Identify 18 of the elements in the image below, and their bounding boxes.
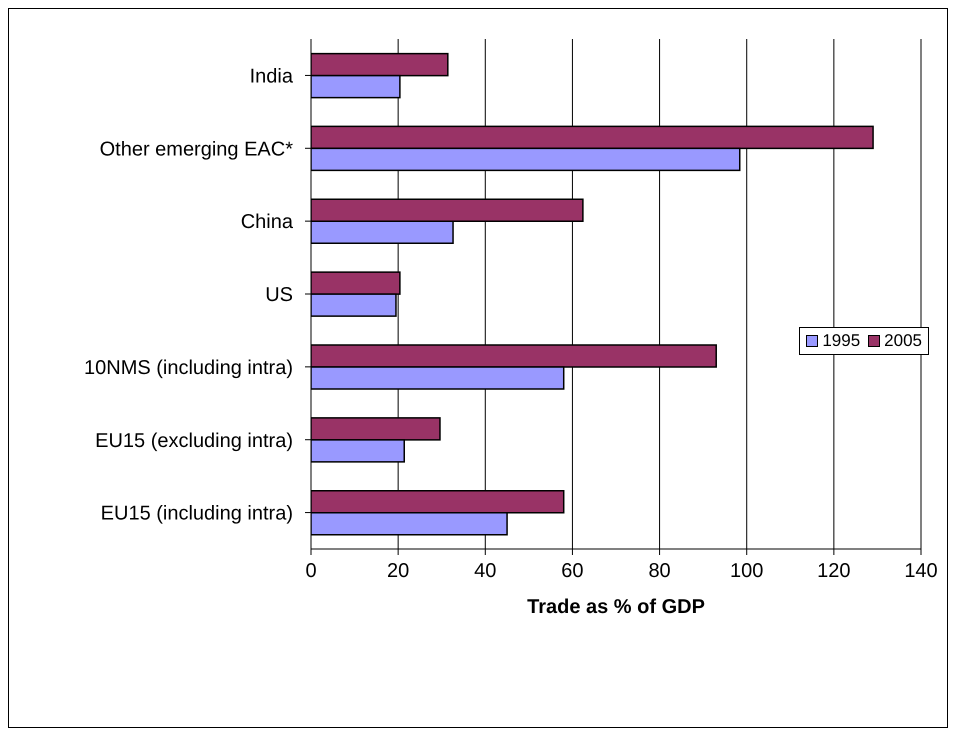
- y-tick-label: US: [265, 284, 293, 306]
- y-tick-label: 10NMS (including intra): [84, 356, 293, 379]
- x-tick-label: 100: [730, 560, 764, 582]
- y-tick-label: EU15 (including intra): [100, 502, 293, 525]
- x-tick-label: 20: [387, 560, 410, 582]
- x-axis-title: Trade as % of GDP: [527, 596, 705, 618]
- legend-label: 1995: [821, 331, 860, 351]
- x-tick-label: 0: [305, 560, 317, 582]
- x-tick-label: 140: [904, 560, 938, 582]
- x-tick-label: 120: [817, 560, 851, 582]
- y-tick-label: Other emerging EAC*: [100, 138, 294, 160]
- y-tick-label: China: [240, 211, 294, 234]
- legend-label: 2005: [883, 331, 922, 351]
- x-tick-label: 80: [648, 560, 671, 582]
- x-tick-label: 40: [474, 560, 496, 582]
- y-tick-label: EU15 (excluding intra): [95, 430, 293, 452]
- x-tick-label: 60: [561, 560, 584, 582]
- y-tick-label: India: [250, 66, 294, 88]
